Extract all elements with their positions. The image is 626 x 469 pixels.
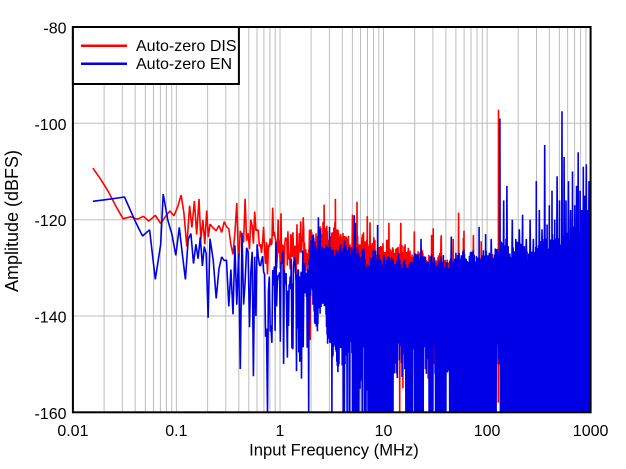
svg-text:Auto-zero DIS: Auto-zero DIS	[136, 38, 236, 55]
svg-text:Amplitude (dBFS): Amplitude (dBFS)	[2, 150, 22, 292]
svg-text:-160: -160	[34, 406, 66, 423]
svg-text:1: 1	[276, 423, 285, 440]
svg-text:100: 100	[474, 423, 501, 440]
svg-text:-100: -100	[34, 117, 66, 134]
svg-text:1000: 1000	[573, 423, 609, 440]
svg-text:10: 10	[375, 423, 393, 440]
svg-text:-120: -120	[34, 213, 66, 230]
svg-text:0.01: 0.01	[57, 423, 88, 440]
svg-text:-140: -140	[34, 310, 66, 327]
svg-text:0.1: 0.1	[165, 423, 187, 440]
svg-text:Auto-zero EN: Auto-zero EN	[136, 56, 232, 73]
svg-text:-80: -80	[43, 21, 66, 38]
svg-text:Input Frequency (MHz): Input Frequency (MHz)	[249, 441, 419, 460]
